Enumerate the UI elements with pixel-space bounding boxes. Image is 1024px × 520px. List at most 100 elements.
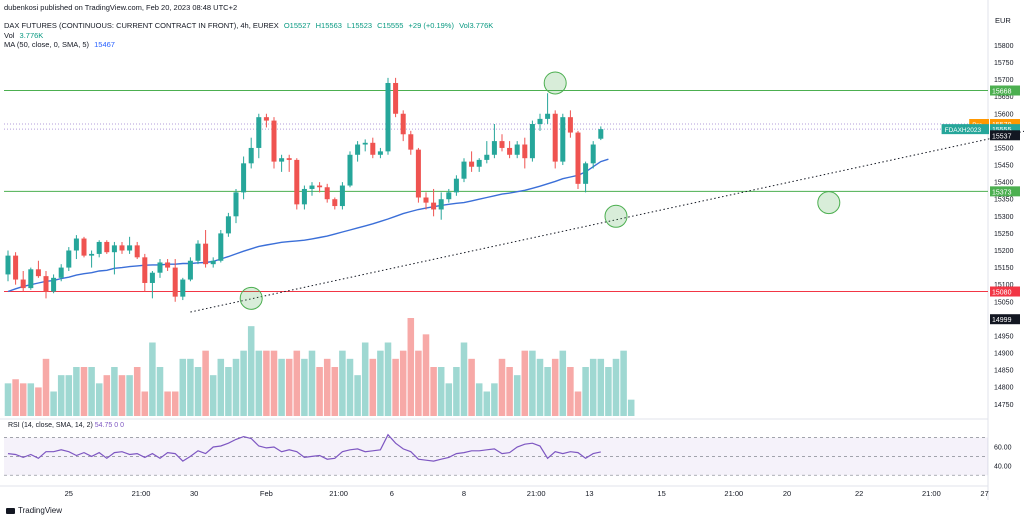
- candle-body: [507, 147, 513, 155]
- candle-body: [35, 269, 41, 277]
- time-tick-label: 27: [980, 489, 988, 498]
- rsi-tick-label: 60.00: [994, 444, 1012, 451]
- price-tick-label: 15600: [994, 111, 1014, 118]
- volume-bar: [339, 350, 346, 416]
- candle-body: [461, 161, 467, 179]
- highlight-circle: [817, 191, 841, 215]
- candle-body: [271, 120, 277, 162]
- price-tick-label: 15100: [994, 282, 1014, 289]
- candle-body: [560, 117, 566, 162]
- footer-brand: TradingView: [18, 506, 63, 515]
- time-tick-label: 21:00: [922, 489, 941, 498]
- candle-body: [575, 132, 581, 184]
- volume-bar: [133, 367, 141, 416]
- volume-bar: [453, 367, 460, 416]
- volume-bar: [164, 391, 171, 416]
- volume-bar: [331, 367, 339, 416]
- candle-body: [286, 158, 292, 160]
- volume-legend[interactable]: Vol 3.776K: [4, 31, 46, 40]
- candle-body: [469, 161, 475, 167]
- ma-legend[interactable]: MA (50, close, 0, SMA, 5) 15467: [4, 40, 118, 49]
- price-label-15080: 15080: [992, 290, 1012, 297]
- volume-bar: [316, 367, 323, 416]
- candle-body: [598, 129, 604, 139]
- price-label-bg-15080: [990, 286, 1020, 297]
- candle-body: [134, 245, 140, 258]
- candle-body: [233, 192, 239, 217]
- rsi-tick-label: 40.00: [994, 463, 1012, 470]
- volume-bar: [225, 367, 232, 416]
- price-label-15373: 15373: [992, 189, 1012, 196]
- candle-body: [225, 216, 231, 234]
- candle-body: [484, 154, 490, 160]
- volume-bar: [308, 350, 316, 416]
- candle-body: [590, 144, 596, 164]
- candle-body: [5, 255, 11, 275]
- candle-body: [385, 82, 391, 152]
- time-tick-label: 15: [657, 489, 665, 498]
- volume-bar: [217, 358, 225, 416]
- candle-body: [96, 241, 102, 254]
- volume-bar: [126, 375, 133, 416]
- ohlc-change: +29 (+0.19%): [408, 21, 454, 30]
- candle-body: [400, 113, 406, 135]
- ohlc-open: O15527: [283, 21, 311, 30]
- candle-body: [583, 163, 589, 184]
- candle-body: [567, 117, 573, 133]
- symbol-title-row: DAX FUTURES (CONTINUOUS: CURRENT CONTRAC…: [4, 21, 496, 30]
- candle-body: [187, 260, 193, 280]
- volume-value: 3.776K: [19, 31, 44, 40]
- rsi-line: [7, 433, 601, 462]
- candle-body: [157, 262, 163, 273]
- candle-body: [415, 149, 421, 198]
- volume-bar: [270, 350, 278, 416]
- symbol-title[interactable]: DAX FUTURES (CONTINUOUS: CURRENT CONTRAC…: [4, 21, 279, 30]
- candle-body: [552, 113, 558, 162]
- volume-bar: [369, 358, 377, 416]
- candle-body: [423, 197, 429, 203]
- time-tick-label: 6: [390, 489, 394, 498]
- candle-body: [73, 238, 79, 251]
- price-label-bg-15373: [990, 186, 1020, 197]
- price-label-bg-15668: [990, 85, 1020, 96]
- volume-bar: [12, 379, 19, 416]
- time-tick-label: 22: [855, 489, 863, 498]
- volume-bar: [346, 358, 354, 416]
- volume-bar: [255, 350, 263, 416]
- candle-body: [149, 272, 155, 283]
- price-label-14999: 14999: [992, 317, 1012, 324]
- ohlc-low: L15523: [347, 21, 373, 30]
- price-tick-label: 15050: [994, 299, 1014, 306]
- highlight-circle: [604, 204, 628, 228]
- candle-body: [301, 188, 307, 205]
- volume-bar: [612, 358, 620, 416]
- candle-body: [279, 158, 285, 162]
- candle-body: [28, 269, 34, 289]
- price-tick-label: 15350: [994, 197, 1014, 204]
- volume-bar: [422, 334, 430, 416]
- volume-bar: [179, 358, 187, 416]
- volume-bar: [567, 367, 574, 416]
- volume-bar: [141, 391, 149, 416]
- volume-bar: [513, 375, 521, 416]
- time-tick-label: 30: [190, 489, 198, 498]
- price-tick-label: 14900: [994, 351, 1014, 358]
- volume-bar: [627, 399, 635, 416]
- volume-bar: [475, 383, 483, 416]
- volume-bar: [194, 367, 202, 416]
- price-tick-label: 15400: [994, 180, 1014, 187]
- time-tick-label: 21:00: [132, 489, 151, 498]
- price-tick-label: 15700: [994, 77, 1014, 84]
- candle-body: [20, 279, 26, 289]
- volume-bar: [27, 383, 35, 416]
- candle-body: [119, 245, 125, 251]
- volume-bar: [65, 375, 73, 416]
- volume-bar: [57, 375, 65, 416]
- candle-body: [294, 159, 300, 205]
- volume-bar: [35, 387, 42, 416]
- rsi-legend[interactable]: RSI (14, close, SMA, 14, 2) 54.75 0 0: [8, 422, 124, 429]
- candle-body: [256, 117, 262, 148]
- tradingview-logo-icon: [6, 507, 15, 514]
